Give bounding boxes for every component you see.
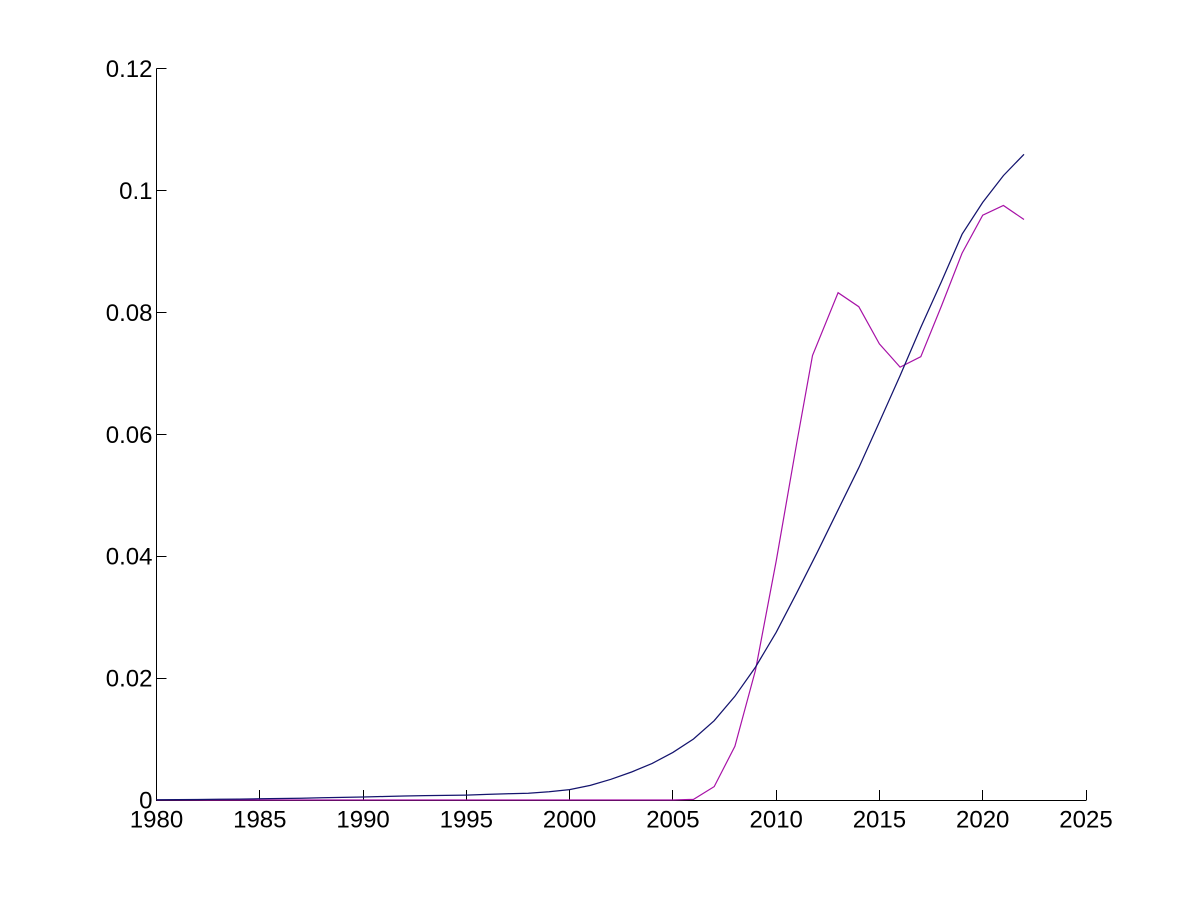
svg-text:2000: 2000 (543, 807, 596, 834)
svg-text:0.04: 0.04 (106, 544, 153, 571)
svg-text:2015: 2015 (853, 807, 906, 834)
svg-text:0.08: 0.08 (106, 300, 153, 327)
svg-text:0.02: 0.02 (106, 666, 153, 693)
svg-text:2025: 2025 (1059, 807, 1112, 834)
svg-text:0.06: 0.06 (106, 422, 153, 449)
svg-text:0: 0 (139, 788, 152, 815)
svg-text:0.12: 0.12 (106, 56, 153, 83)
svg-text:1980: 1980 (130, 807, 183, 834)
svg-text:2020: 2020 (956, 807, 1009, 834)
svg-text:2005: 2005 (646, 807, 699, 834)
svg-text:1995: 1995 (440, 807, 493, 834)
svg-text:0.1: 0.1 (119, 178, 152, 205)
svg-text:1990: 1990 (336, 807, 389, 834)
svg-text:2010: 2010 (750, 807, 803, 834)
svg-text:1985: 1985 (233, 807, 286, 834)
